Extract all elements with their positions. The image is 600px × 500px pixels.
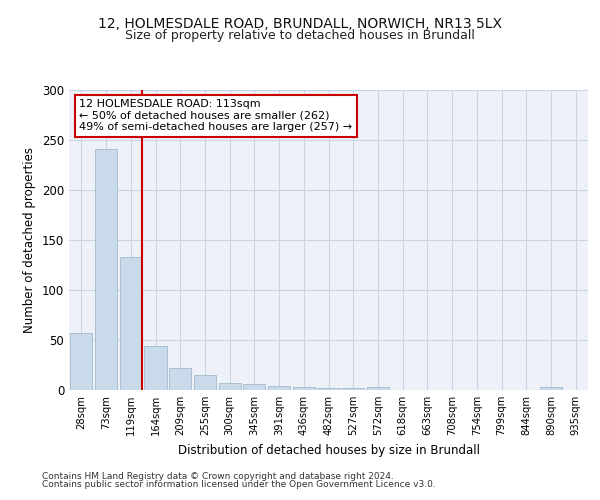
- Bar: [367, 387, 389, 390]
- Text: Contains public sector information licensed under the Open Government Licence v3: Contains public sector information licen…: [42, 480, 436, 489]
- Bar: [70, 333, 92, 390]
- Bar: [119, 257, 142, 390]
- Text: Contains HM Land Registry data © Crown copyright and database right 2024.: Contains HM Land Registry data © Crown c…: [42, 472, 394, 481]
- Bar: [268, 386, 290, 390]
- Bar: [218, 383, 241, 390]
- Bar: [95, 149, 117, 390]
- Text: 12 HOLMESDALE ROAD: 113sqm
← 50% of detached houses are smaller (262)
49% of sem: 12 HOLMESDALE ROAD: 113sqm ← 50% of deta…: [79, 99, 353, 132]
- Bar: [317, 388, 340, 390]
- Bar: [169, 368, 191, 390]
- Bar: [342, 388, 364, 390]
- Bar: [293, 387, 315, 390]
- Bar: [540, 387, 562, 390]
- Text: Size of property relative to detached houses in Brundall: Size of property relative to detached ho…: [125, 29, 475, 42]
- Text: 12, HOLMESDALE ROAD, BRUNDALL, NORWICH, NR13 5LX: 12, HOLMESDALE ROAD, BRUNDALL, NORWICH, …: [98, 18, 502, 32]
- Y-axis label: Number of detached properties: Number of detached properties: [23, 147, 37, 333]
- X-axis label: Distribution of detached houses by size in Brundall: Distribution of detached houses by size …: [178, 444, 479, 456]
- Bar: [243, 384, 265, 390]
- Bar: [145, 346, 167, 390]
- Bar: [194, 375, 216, 390]
